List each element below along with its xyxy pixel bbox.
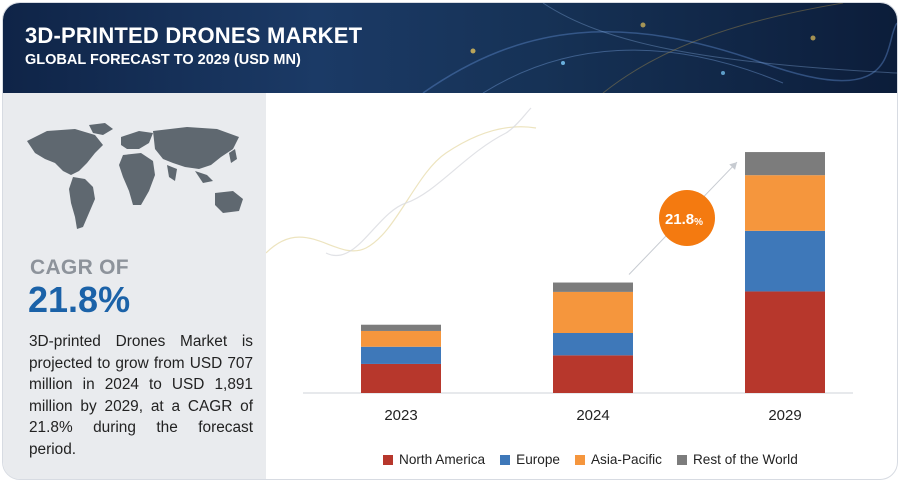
bar-2029-europe: [745, 230, 825, 292]
legend-item-rest-of-world: Rest of the World: [676, 452, 798, 467]
cagr-badge-suffix: %: [694, 217, 703, 228]
legend-swatch: [383, 454, 393, 465]
decorative-curve: [325, 107, 532, 256]
stacked-bar-chart: 2023 2024 2029 21.8%: [266, 107, 853, 424]
summary-panel: CAGR OF 21.8% 3D-printed Drones Market i…: [3, 93, 266, 479]
legend-swatch: [500, 454, 511, 465]
page-subtitle: GLOBAL FORECAST TO 2029 (USD MN): [25, 52, 301, 68]
bar-2024-rest-of-world: [553, 282, 633, 292]
cagr-badge-value: 21.8: [665, 211, 694, 228]
legend-label: North America: [399, 452, 486, 467]
x-tick-label: 2029: [768, 407, 801, 424]
growth-arrowhead: [729, 162, 737, 170]
page-title: 3D-PRINTED DRONES MARKET: [25, 23, 363, 48]
bar-2024-north-america: [553, 355, 633, 393]
cagr-label: CAGR OF: [30, 256, 129, 279]
decorative-curve: [266, 126, 537, 254]
bar-2029-rest-of-world: [745, 152, 825, 176]
cagr-badge-label: 21.8%: [665, 211, 703, 228]
bar-2024-asia-pacific: [553, 291, 633, 333]
bar-2023-north-america: [361, 363, 441, 393]
bar-2029-asia-pacific: [745, 175, 825, 231]
bar-2023-rest-of-world: [361, 324, 441, 331]
legend-swatch: [574, 454, 585, 465]
x-tick-label: 2024: [576, 407, 609, 424]
bar-2023-europe: [361, 346, 441, 364]
legend-label: Europe: [516, 452, 560, 467]
market-description: 3D-printed Drones Market is projected to…: [29, 333, 253, 458]
legend-item-asia-pacific: Asia-Pacific: [574, 452, 662, 467]
x-tick-label: 2023: [384, 407, 417, 424]
banner-decoration: [422, 3, 897, 93]
bar-2023-asia-pacific: [361, 330, 441, 347]
x-axis-labels: 2023 2024 2029: [384, 407, 801, 424]
bars-group: [361, 152, 825, 393]
bar-2024-europe: [553, 333, 633, 356]
legend-label: Asia-Pacific: [590, 452, 662, 467]
legend-swatch: [676, 454, 687, 465]
header-banner: 3D-PRINTED DRONES MARKET GLOBAL FORECAST…: [3, 3, 897, 93]
world-map-icon: [27, 123, 243, 229]
cagr-value: 21.8%: [28, 279, 131, 320]
cagr-badge: [659, 190, 715, 246]
legend-label: Rest of the World: [692, 452, 798, 467]
chart-legend: North America Europe Asia-Pacific Rest of t…: [383, 452, 798, 467]
bar-2029-north-america: [745, 291, 825, 393]
legend-item-north-america: North America: [383, 452, 485, 467]
legend-item-europe: Europe: [500, 452, 560, 467]
